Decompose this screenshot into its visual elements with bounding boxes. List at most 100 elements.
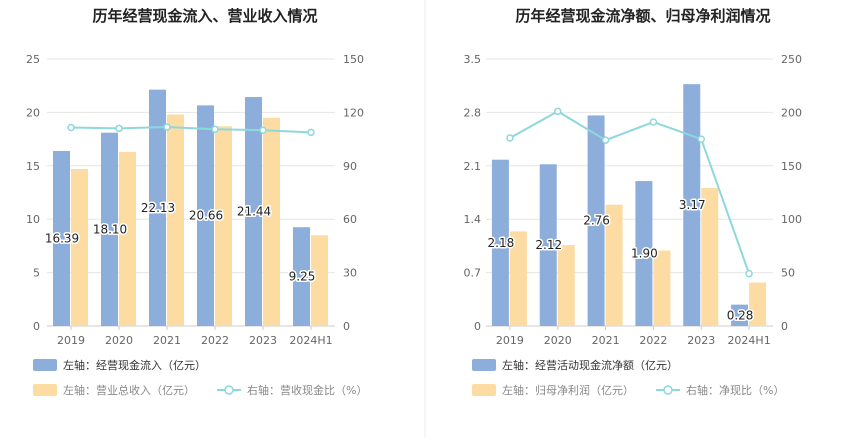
bar-data-label: 0.28 <box>727 308 754 322</box>
chart-panel-net-cash: 历年经营现金流净额、归母净利润情况 0 0 0.7 50 1.4 100 2.1 150 2.8 2… <box>464 7 803 397</box>
y-right-tick-label: 60 <box>343 213 357 226</box>
legend-swatch <box>472 359 496 371</box>
bar-primary <box>149 89 166 326</box>
y-right-tick-label: 0 <box>781 320 788 333</box>
ratio-point <box>115 124 123 133</box>
ratio-point <box>506 134 514 142</box>
legend-label: 右轴：营收现金比（%） <box>247 383 367 397</box>
legend-swatch <box>472 384 496 396</box>
y-left-tick-label: 0.7 <box>464 267 482 280</box>
x-tick-label: 2020 <box>544 334 572 347</box>
x-tick-label: 2022 <box>201 334 229 347</box>
x-tick-label: 2020 <box>105 334 133 347</box>
bar-secondary <box>263 117 280 327</box>
ratio-point <box>67 123 75 132</box>
legend-swatch <box>33 384 57 396</box>
y-left-tick-label: 3.5 <box>464 53 482 66</box>
y-left-tick-label: 10 <box>26 213 40 226</box>
bar-primary <box>635 181 653 326</box>
legend-label: 左轴：归母净利润（亿元） <box>502 383 634 397</box>
bar-data-label: 22.13 <box>141 201 175 215</box>
y-right-tick-label: 30 <box>343 267 357 280</box>
bar-secondary <box>653 250 671 326</box>
y-left-tick-label: 5 <box>33 267 40 280</box>
y-right-tick-label: 100 <box>781 213 802 226</box>
bar-data-label: 3.17 <box>679 198 706 212</box>
bar-primary <box>491 159 509 326</box>
ratio-point <box>259 126 267 134</box>
bar-secondary <box>167 114 184 326</box>
ratio-point <box>211 125 219 134</box>
bar-primary <box>293 227 310 326</box>
bar-primary <box>197 105 214 326</box>
x-tick-label: 2019 <box>496 334 524 347</box>
ratio-point <box>601 136 610 144</box>
ratio-line <box>509 110 751 275</box>
ratio-point <box>697 135 705 143</box>
bar-data-label: 9.25 <box>289 270 316 284</box>
bar-data-label: 2.12 <box>535 238 562 252</box>
chart-title: 历年经营现金流入、营业收入情况 <box>92 7 317 25</box>
bar-primary <box>539 164 557 326</box>
ratio-point <box>554 107 562 116</box>
x-tick-label: 2023 <box>687 334 715 347</box>
ratio-line <box>70 125 312 134</box>
legend: 左轴：经营活动现金流净额（亿元） 左轴：归母净利润（亿元） 右轴：净现比（%） <box>472 358 784 397</box>
y-left-tick-label: 0 <box>33 320 40 333</box>
x-tick-label: 2019 <box>57 334 85 347</box>
x-tick-label: 2021 <box>153 334 181 347</box>
x-tick-label: 2023 <box>249 334 277 347</box>
y-right-tick-label: 200 <box>781 106 802 119</box>
y-right-tick-label: 150 <box>781 160 802 173</box>
legend-label: 左轴：经营现金流入（亿元） <box>63 358 206 372</box>
bar-data-label: 2.76 <box>583 214 610 228</box>
y-left-tick-label: 25 <box>26 53 40 66</box>
bar-data-label: 18.10 <box>93 222 127 236</box>
bar-secondary <box>557 245 575 326</box>
legend: 左轴：经营现金流入（亿元） 左轴：营业总收入（亿元） 右轴：营收现金比（%） <box>33 358 367 397</box>
ratio-point <box>745 269 753 278</box>
bar-data-label: 1.90 <box>631 247 658 261</box>
y-right-tick-label: 150 <box>343 53 364 66</box>
bar-primary <box>683 84 701 326</box>
bar-secondary <box>605 204 623 326</box>
bar-primary <box>101 132 118 326</box>
y-left-tick-label: 0 <box>474 320 481 333</box>
x-tick-label: 2024H1 <box>727 334 770 347</box>
bar-data-label: 21.44 <box>237 205 271 219</box>
y-left-tick-label: 2.8 <box>464 106 482 119</box>
x-tick-label: 2021 <box>592 334 620 347</box>
bar-secondary <box>71 169 88 326</box>
bar-primary <box>587 115 605 326</box>
y-left-tick-label: 15 <box>26 160 40 173</box>
ratio-point <box>307 128 315 137</box>
chart-panel-cash-inflow: 历年经营现金流入、营业收入情况 0 0 5 30 10 60 15 90 20 120 25 150 20… <box>26 7 367 397</box>
y-right-tick-label: 120 <box>343 106 364 119</box>
y-right-tick-label: 250 <box>781 53 802 66</box>
legend-line-marker <box>663 385 673 395</box>
y-left-tick-label: 20 <box>26 106 40 119</box>
bar-secondary <box>119 151 136 326</box>
legend-label: 左轴：营业总收入（亿元） <box>63 383 195 397</box>
x-tick-label: 2024H1 <box>289 334 332 347</box>
y-left-tick-label: 2.1 <box>464 160 482 173</box>
bar-data-label: 20.66 <box>189 209 223 223</box>
bar-secondary <box>509 231 527 326</box>
bar-data-label: 16.39 <box>45 231 79 245</box>
bar-secondary <box>311 235 328 326</box>
legend-label: 右轴：净现比（%） <box>686 383 784 397</box>
bar-primary <box>731 304 749 326</box>
chart-title: 历年经营现金流净额、归母净利润情况 <box>515 7 770 25</box>
bar-primary <box>245 97 262 326</box>
ratio-point <box>649 118 658 126</box>
legend-line-marker <box>224 385 234 395</box>
bar-primary <box>53 150 70 326</box>
y-left-tick-label: 1.4 <box>464 213 482 226</box>
y-right-tick-label: 0 <box>343 320 350 333</box>
ratio-point <box>163 123 171 131</box>
bar-secondary <box>701 187 719 326</box>
bar-secondary <box>215 126 232 326</box>
y-right-tick-label: 90 <box>343 160 357 173</box>
y-right-tick-label: 50 <box>781 267 795 280</box>
